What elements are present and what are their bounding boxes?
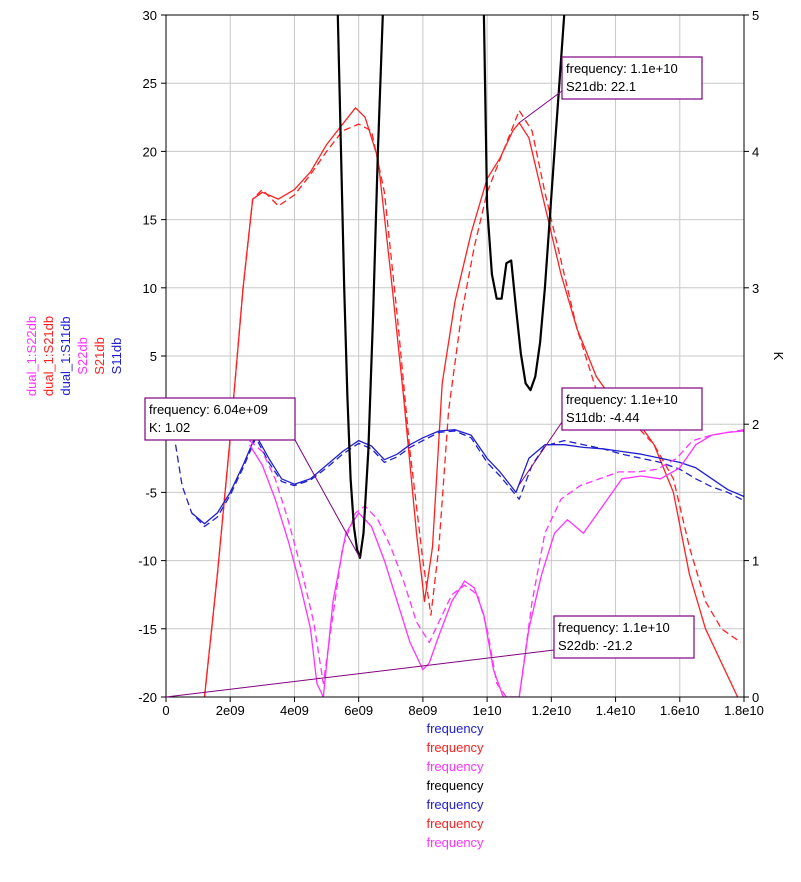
y-left-tick-label-9: 25 [143, 76, 157, 91]
legend-entry-4: S21db [92, 337, 107, 375]
legend-entry-5: S11db [109, 338, 124, 375]
y-left-tick-label-7: 15 [143, 213, 157, 228]
y-left-tick-label-1: -15 [138, 622, 157, 637]
legend-entry-2: dual_1:S11db [58, 316, 73, 395]
x-axis-labels: frequency frequency frequency frequency freq… [426, 721, 484, 850]
y-left-axis-ticks: -20-15-10-5051015202530 [138, 8, 166, 705]
y-left-tick-label-10: 30 [143, 8, 157, 23]
x-axis-ticks: 0 2e09 4e09 6e09 8e09 1e10 1.2e10 1.4e10 1.6e10 1… [162, 697, 764, 718]
x-tick-label-4: 8e09 [408, 703, 437, 718]
y-right-axis-label: K [771, 352, 786, 361]
annotation-box-s22 [553, 615, 695, 659]
annotation-pointer-s21 [518, 90, 563, 124]
y-right-tick-label-5: 5 [752, 8, 759, 23]
series-line-s11db [191, 429, 744, 525]
annotation-pointer-s22 [165, 649, 555, 698]
annotation-text-s22-1: S22db: -21.2 [558, 638, 632, 653]
annotation-text-s21-1: S21db: 22.1 [566, 79, 636, 94]
annotation-box-s21 [561, 56, 703, 100]
x-tick-label-0: 0 [162, 703, 169, 718]
annotation-text-k-0: frequency: 6.04e+09 [149, 402, 268, 417]
series-line-k [336, 15, 384, 559]
x-tick-label-3: 6e09 [344, 703, 373, 718]
annotation-text-s22-0: frequency: 1.1e+10 [558, 620, 670, 635]
x-axis-label-5: frequency [426, 816, 484, 831]
y-left-tick-label-0: -20 [138, 690, 157, 705]
x-axis-label-1: frequency [426, 740, 484, 755]
series-line-dual-1-s11db [174, 430, 744, 528]
x-axis-label-4: frequency [426, 797, 484, 812]
y-left-tick-label-3: -5 [145, 485, 157, 500]
annotation-text-s11-1: S11db: -4.44 [566, 410, 639, 425]
x-tick-label-8: 1.6e10 [660, 703, 700, 718]
y-right-tick-label-3: 3 [752, 281, 759, 296]
legend-entry-0: dual_1:S22db [24, 316, 39, 396]
x-tick-label-7: 1.4e10 [596, 703, 636, 718]
series-line-s22db [248, 430, 744, 697]
annotation-text-s21-0: frequency: 1.1e+10 [566, 61, 678, 76]
x-tick-label-2: 4e09 [280, 703, 309, 718]
x-tick-label-6: 1.2e10 [531, 703, 571, 718]
y-right-tick-label-2: 2 [752, 417, 759, 432]
legend-entry-1: dual_1:S21db [41, 316, 56, 396]
y-right-tick-label-1: 1 [752, 554, 759, 569]
annotation-text-k-1: K: 1.02 [149, 420, 190, 435]
x-axis-label-2: frequency [426, 759, 484, 774]
x-axis-label-6: frequency [426, 835, 484, 850]
annotation-box-k [144, 397, 296, 441]
y-right-tick-label-0: 0 [752, 690, 759, 705]
x-tick-label-9: 1.8e10 [724, 703, 764, 718]
y-left-tick-label-2: -10 [138, 554, 157, 569]
x-axis-label-3: frequency [426, 778, 484, 793]
y-left-tick-label-8: 20 [143, 144, 157, 159]
left-legend: dual_1:S22db dual_1:S21db dual_1:S11db S22d… [24, 316, 124, 396]
annotation-pointer-s11 [518, 421, 563, 486]
y-right-axis-ticks: 0 1 2 3 4 5 [744, 8, 759, 705]
y-left-tick-label-6: 10 [143, 281, 157, 296]
legend-entry-3: S22db [75, 337, 90, 375]
annotation-box-s11 [561, 387, 703, 431]
x-tick-label-5: 1e10 [473, 703, 502, 718]
y-left-tick-label-5: 5 [150, 349, 157, 364]
annotations: frequency: 1.1e+10 S21db: 22.1 frequency: … [144, 56, 703, 698]
x-tick-label-1: 2e09 [216, 703, 245, 718]
annotation-pointer-k [294, 439, 361, 559]
annotation-text-s11-0: frequency: 1.1e+10 [566, 392, 678, 407]
series-line-k-2 [482, 15, 566, 392]
series-line-dual-1-s22db [249, 429, 744, 697]
y-right-tick-label-4: 4 [752, 144, 759, 159]
x-axis-label-0: frequency [426, 721, 484, 736]
